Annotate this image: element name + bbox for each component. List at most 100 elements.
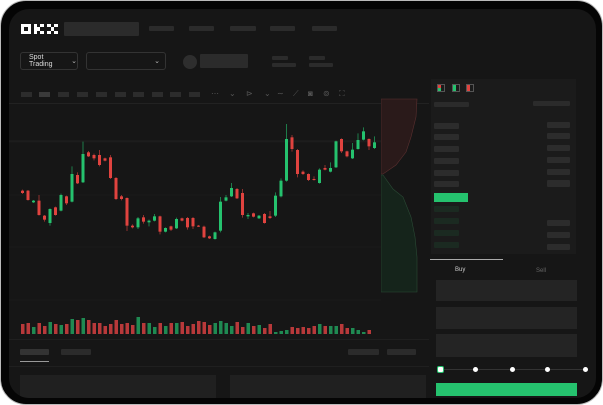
ask-price[interactable] [434,146,459,152]
book-bids-icon[interactable] [452,84,460,92]
candle-down [125,198,129,226]
timeframe-button[interactable] [189,92,200,97]
timeframe-button[interactable] [39,92,50,97]
ask-amount[interactable] [547,122,570,128]
timeframe-button[interactable] [58,92,69,97]
volume-bar [296,328,300,334]
nav-item[interactable] [189,26,214,31]
timeframe-button[interactable] [96,92,107,97]
timeframe-button[interactable] [21,92,32,97]
volume-bar [81,318,85,334]
candle-down [180,218,184,221]
depth-bids-area [381,174,418,293]
bottom-tab[interactable] [61,349,91,355]
spot-trading-button[interactable]: Spot Trading ⌄ [20,52,78,70]
ruler-icon[interactable]: ⟋ [293,89,299,98]
slider-stop-50[interactable] [510,367,515,372]
nav-item[interactable] [270,26,295,31]
ask-price[interactable] [434,158,459,164]
book-asks-icon[interactable] [466,84,474,92]
candle-down [43,215,46,220]
tab-buy[interactable]: Buy [455,267,466,273]
header-search[interactable] [64,22,139,36]
timeframe-button[interactable] [170,92,181,97]
volume-bar [37,323,41,334]
slider-stop-25[interactable] [473,367,478,372]
ask-price[interactable] [434,134,459,140]
volume-bar [301,327,305,334]
draw-icon[interactable]: ⊳ [246,89,253,98]
timeframe-button[interactable] [77,92,88,97]
candle-down [120,196,123,199]
fullscreen-icon[interactable]: ⛶ [339,89,345,98]
slider-handle[interactable] [437,366,444,373]
chevron-down-icon[interactable]: ⌄ [264,89,271,98]
volume-bar [241,327,245,334]
buy-submit-button[interactable] [436,383,577,396]
last-price-highlight [434,193,468,202]
candle-up [356,140,360,149]
volume-bar [230,326,234,334]
candle-down [301,171,305,174]
bottom-action[interactable] [387,349,416,355]
bid-price[interactable] [434,230,459,236]
nav-item[interactable] [230,26,256,31]
timeframe-button[interactable] [115,92,126,97]
ask-amount[interactable] [547,157,570,163]
line-icon[interactable]: ∼ [277,89,284,98]
ask-price[interactable] [434,181,459,187]
ask-amount[interactable] [547,169,570,175]
candle-up [362,131,365,140]
candle-up [285,139,288,181]
candle-down [202,226,206,238]
nav-item[interactable] [312,26,337,31]
slider-stop-75[interactable] [545,367,550,372]
slider-stop-100[interactable] [583,367,588,372]
camera-icon[interactable]: ◙ [308,89,313,98]
bid-price[interactable] [434,218,459,224]
book-header-amount [533,101,570,106]
bottom-tab-active[interactable] [20,349,49,355]
volume-bar [76,320,80,334]
stat-value [272,63,296,67]
bid-amount[interactable] [547,244,570,250]
candle-down [103,158,107,161]
volume-bar [197,321,201,334]
candle-up [164,228,167,232]
volume-bar [92,323,96,334]
amount-input[interactable] [436,307,577,329]
candle-down [76,175,79,184]
ask-price[interactable] [434,170,459,176]
total-input[interactable] [436,334,577,357]
pair-dropdown[interactable]: ⌄ [86,52,166,70]
bid-price[interactable] [434,206,459,212]
candle-up [274,195,277,216]
book-both-icon[interactable] [437,84,445,92]
chevron-down-icon[interactable]: ⌄ [229,89,236,98]
depth-asks-area [381,98,418,175]
bid-price[interactable] [434,242,459,248]
nav-item[interactable] [149,26,174,31]
ask-amount[interactable] [547,133,570,139]
volume-bar [351,328,355,334]
candlestick-chart[interactable] [9,97,381,337]
candle-down [142,217,145,222]
timeframe-button[interactable] [152,92,163,97]
ask-amount[interactable] [547,181,570,187]
candle-up [318,169,321,183]
price-input[interactable] [436,280,577,301]
tab-sell[interactable]: Sell [536,268,547,274]
percent-slider[interactable] [437,366,591,374]
okx-logo[interactable] [21,24,61,34]
bid-amount[interactable] [547,232,570,238]
candle-down [191,218,195,227]
indicator-icon[interactable]: ⋯ [211,89,219,98]
settings-icon[interactable]: ⊚ [323,89,330,98]
bottom-action[interactable] [348,349,379,355]
ask-price[interactable] [434,123,459,129]
ask-amount[interactable] [547,145,570,151]
bid-amount[interactable] [547,220,570,226]
timeframe-button[interactable] [133,92,144,97]
coin-avatar [183,55,197,69]
candle-up [153,216,156,221]
